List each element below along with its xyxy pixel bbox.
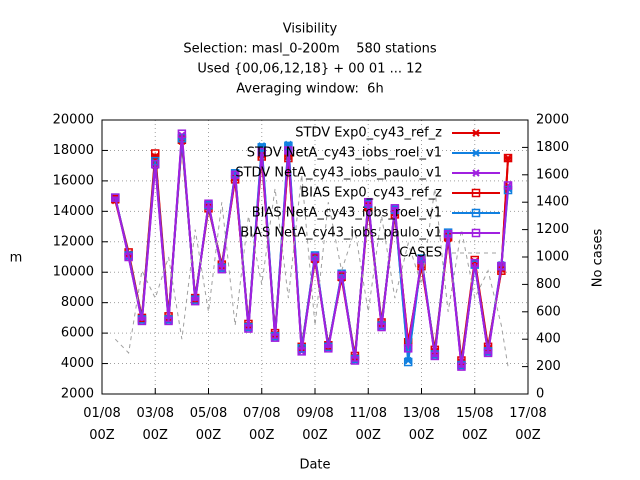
x-tick-label: 13/08 00Z	[403, 406, 440, 443]
x-tick-label: 11/08 00Z	[350, 406, 387, 443]
y-tick-label: 2000	[61, 387, 94, 402]
y-tick-label: 16000	[53, 173, 94, 188]
legend-label: BIAS NetA_cy43_iobs_roel_v1	[252, 206, 442, 221]
y2-tick-label: 200	[536, 359, 561, 374]
legend-marker	[472, 129, 480, 137]
x-axis-label: Date	[299, 458, 330, 473]
point-marker	[403, 357, 413, 367]
point-marker	[204, 199, 213, 208]
point-marker	[244, 324, 253, 333]
y2-tick-label: 1600	[536, 167, 569, 182]
legend-label: STDV NetA_cy43_iobs_roel_v1	[247, 146, 442, 161]
point-marker	[470, 258, 479, 268]
x-tick-label: 01/08 00Z	[83, 406, 120, 443]
y2-axis-label: No cases	[591, 229, 606, 288]
y2-tick-label: 1400	[536, 195, 569, 210]
y2-tick-label: 600	[536, 304, 561, 319]
series-line	[114, 174, 509, 367]
y-tick-label: 8000	[61, 295, 94, 310]
legend-label: BIAS NetA_cy43_iobs_paulo_v1	[240, 226, 442, 241]
point-marker	[257, 143, 266, 152]
legend-marker	[471, 228, 481, 238]
point-marker	[310, 252, 320, 262]
point-marker	[284, 141, 293, 151]
y2-tick-label: 1000	[536, 250, 569, 265]
legend-label: BIAS Exp0_cy43_ref_z	[300, 186, 442, 201]
y2-tick-label: 1200	[536, 222, 569, 237]
x-tick-label: 15/08 00Z	[456, 406, 493, 443]
y-tick-label: 4000	[61, 356, 94, 371]
y-tick-label: 20000	[53, 113, 94, 128]
point-marker	[337, 271, 346, 280]
point-marker	[164, 316, 173, 326]
legend-marker	[471, 188, 481, 198]
chart-subtitle: Averaging window: 6h	[236, 82, 383, 97]
point-marker	[503, 153, 513, 163]
chart-subtitle: Selection: masl_0-200m 580 stations	[183, 42, 437, 57]
x-tick-label: 09/08 00Z	[296, 406, 333, 443]
legend-label: STDV Exp0_cy43_ref_z	[295, 126, 442, 141]
chart-title: Visibility	[283, 22, 338, 37]
plot-frame	[101, 119, 529, 395]
y-tick-label: 6000	[61, 326, 94, 341]
x-tick-label: 05/08 00Z	[190, 406, 227, 443]
point-marker	[137, 316, 147, 326]
x-tick-label: 03/08 00Z	[137, 406, 174, 443]
y2-tick-label: 2000	[536, 113, 569, 128]
point-marker	[111, 193, 120, 202]
point-marker	[503, 181, 513, 190]
legend-label: CASES	[399, 246, 442, 261]
point-marker	[177, 129, 187, 138]
y-axis-label: m	[10, 251, 23, 266]
point-marker	[190, 296, 200, 306]
point-marker	[257, 147, 266, 157]
chart-subtitle: Used {00,06,12,18} + 00 01 ... 12	[197, 62, 422, 77]
point-marker	[284, 146, 293, 155]
point-marker	[443, 229, 453, 239]
y-tick-label: 10000	[53, 265, 94, 280]
point-marker	[483, 348, 493, 358]
point-marker	[497, 261, 506, 271]
y-tick-label: 14000	[53, 204, 94, 219]
y-tick-label: 12000	[53, 234, 94, 249]
y2-tick-label: 0	[536, 387, 544, 402]
y2-tick-label: 800	[536, 277, 561, 292]
point-marker	[377, 322, 386, 332]
legend-marker	[471, 208, 481, 218]
x-tick-label: 17/08 00Z	[509, 406, 546, 443]
point-marker	[417, 255, 426, 265]
point-marker	[324, 344, 333, 353]
point-marker	[230, 170, 240, 180]
point-marker	[430, 351, 440, 361]
point-marker	[350, 356, 360, 365]
legend-label: STDV NetA_cy43_iobs_paulo_v1	[235, 166, 442, 181]
y2-tick-label: 1800	[536, 140, 569, 155]
point-marker	[364, 197, 373, 207]
series-line	[114, 133, 510, 367]
legend-marker	[472, 149, 480, 157]
point-marker	[124, 252, 133, 262]
point-marker	[217, 264, 227, 274]
point-marker	[270, 333, 280, 342]
legend-marker	[472, 169, 480, 177]
y-tick-label: 18000	[53, 143, 94, 158]
point-marker	[151, 159, 160, 169]
point-marker	[390, 204, 400, 213]
point-marker	[403, 344, 413, 353]
point-marker	[457, 362, 466, 371]
point-marker	[297, 347, 306, 356]
x-tick-label: 07/08 00Z	[243, 406, 280, 443]
y2-tick-label: 400	[536, 332, 561, 347]
